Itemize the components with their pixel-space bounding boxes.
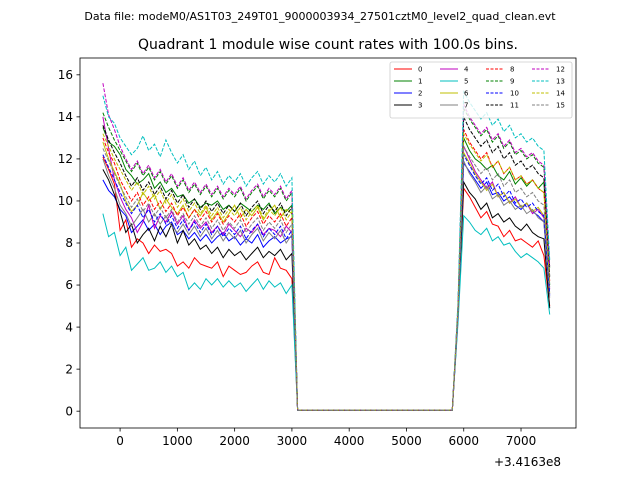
y-tick-label: 6 [65,278,73,292]
series-line-11 [102,116,551,411]
x-tick-label: 4000 [334,434,365,448]
y-tick-label: 2 [65,362,73,376]
series-line-3 [102,169,551,411]
series-line-7 [102,158,551,411]
legend-label-14: 14 [556,90,565,98]
x-tick-label: 2000 [219,434,250,448]
series-line-10 [102,152,551,411]
x-tick-label: 6000 [448,434,479,448]
x-axis: 0 1000 2000 3000 4000 5000 6000 7000 [116,428,536,448]
series-line-5 [102,213,551,411]
series-layer [102,83,551,411]
series-line-12 [102,83,551,411]
y-tick-label: 8 [65,236,73,250]
series-line-8 [102,129,551,411]
y-tick-label: 10 [58,194,73,208]
legend-label-2: 2 [418,90,422,98]
legend-label-11: 11 [510,102,519,110]
y-axis: 0 2 4 6 8 10 12 14 16 [58,68,80,418]
series-line-6 [102,141,551,411]
legend-label-15: 15 [556,102,565,110]
plot-area [80,58,576,428]
legend-label-5: 5 [464,78,468,86]
legend-label-10: 10 [510,90,519,98]
x-tick-label: 3000 [277,434,308,448]
legend-frame [389,61,573,119]
y-tick-label: 12 [58,152,73,166]
series-line-15 [102,144,551,411]
series-line-13 [102,89,551,411]
legend-label-8: 8 [510,66,514,74]
series-line-0 [102,156,551,411]
legend-label-3: 3 [418,102,422,110]
legend-label-12: 12 [556,66,565,74]
x-tick-label: 0 [116,434,124,448]
suptitle: Data file: modeM0/AS1T03_249T01_90000039… [84,10,556,23]
series-line-14 [102,131,551,411]
x-tick-label: 1000 [162,434,193,448]
x-offset-label: +3.4163e8 [494,455,561,469]
y-tick-label: 4 [65,320,73,334]
y-tick-label: 0 [65,404,73,418]
series-line-9 [102,106,551,411]
legend-label-7: 7 [464,102,468,110]
legend-label-0: 0 [418,66,422,74]
legend-label-6: 6 [464,90,469,98]
legend-label-1: 1 [418,78,422,86]
y-tick-label: 14 [58,110,73,124]
y-tick-label: 16 [58,68,73,82]
legend-label-4: 4 [464,66,469,74]
x-tick-label: 7000 [506,434,537,448]
x-tick-label: 5000 [391,434,422,448]
chart-title: Quadrant 1 module wise count rates with … [138,37,518,53]
legend-label-13: 13 [556,78,565,86]
legend-label-9: 9 [510,78,514,86]
